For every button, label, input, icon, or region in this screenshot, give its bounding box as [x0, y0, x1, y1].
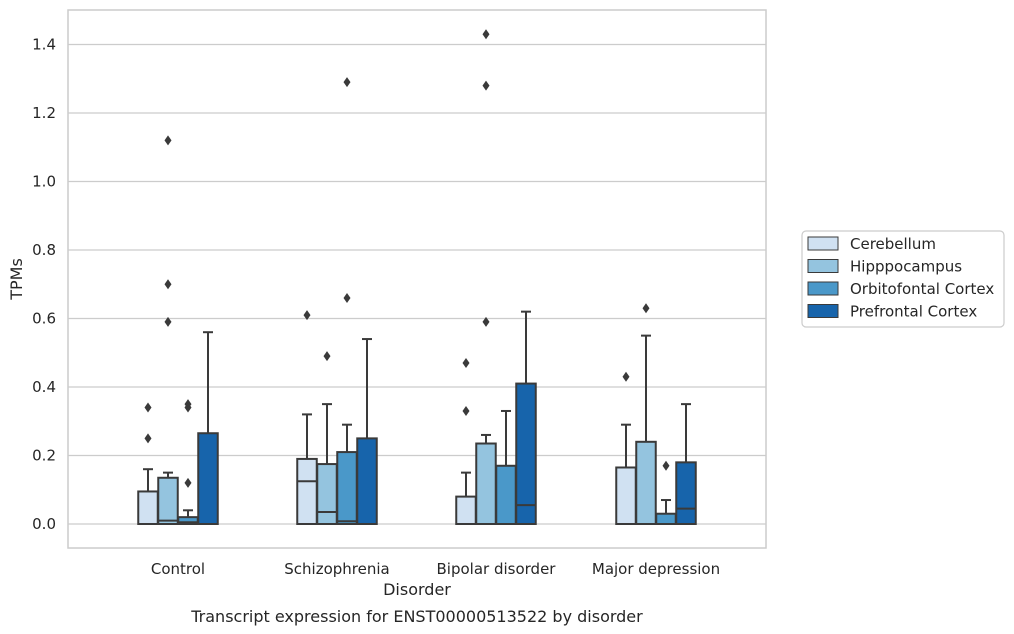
box: [495, 464, 517, 525]
outlier-point: [303, 310, 311, 321]
box: [157, 476, 179, 526]
legend-label: Hipppocampus: [850, 258, 962, 276]
outlier-point: [343, 292, 351, 303]
outlier-point: [144, 402, 152, 413]
box-major-depression-1: [635, 303, 657, 525]
box-bipolar-disorder-3: [515, 310, 537, 526]
box-major-depression-2: [655, 460, 677, 525]
box-control-2: [177, 399, 199, 526]
outlier-point: [164, 316, 172, 327]
box-bipolar-disorder-0: [455, 358, 477, 526]
legend-frame: [801, 230, 1005, 328]
plot-frame: [67, 9, 767, 549]
legend-label: Cerebellum: [850, 235, 936, 253]
box-schizophrenia-2: [336, 77, 358, 526]
outlier-point: [144, 433, 152, 444]
outlier-point: [462, 358, 470, 369]
y-tick-label: 0.4: [32, 378, 56, 396]
box-schizophrenia-3: [356, 338, 378, 525]
outlier-point: [662, 460, 670, 471]
legend-swatch: [807, 259, 839, 273]
box: [296, 457, 318, 525]
legend-label: Orbitofontal Cortex: [850, 280, 994, 298]
box-schizophrenia-1: [316, 351, 338, 525]
box-major-depression-3: [675, 403, 697, 526]
outlier-point: [164, 279, 172, 290]
legend-label: Prefrontal Cortex: [850, 303, 977, 321]
box: [635, 440, 657, 525]
box-bipolar-disorder-2: [495, 409, 517, 525]
legend-swatch: [807, 236, 839, 251]
box: [197, 432, 219, 525]
outlier-point: [343, 77, 351, 88]
box-schizophrenia-0: [296, 310, 318, 525]
x-axis-title: Disorder: [383, 580, 451, 599]
box: [336, 451, 358, 526]
box: [615, 466, 637, 525]
outlier-point: [482, 29, 490, 40]
y-tick-label: 1.0: [32, 173, 56, 191]
box-control-1: [157, 135, 179, 526]
x-tick-labels: Control Schizophrenia Bipolar disorder Majo…: [151, 560, 720, 578]
box: [655, 512, 677, 525]
box: [675, 461, 697, 526]
y-tick-label: 1.4: [32, 36, 56, 54]
y-tick-label: 0.6: [32, 310, 56, 328]
legend-swatch: [807, 304, 839, 318]
outlier-point: [164, 135, 172, 146]
outlier-point: [642, 303, 650, 314]
box-major-depression-0: [615, 371, 637, 525]
outlier-point: [482, 80, 490, 91]
box: [316, 463, 338, 525]
outlier-point: [184, 477, 192, 488]
y-axis-title: TPMs: [7, 258, 26, 301]
y-tick-labels: 0.0 0.2 0.4 0.6 0.8 1.0 1.2 1.4: [32, 36, 56, 534]
legend: Cerebellum Hipppocampus Orbitofontal Corte…: [801, 230, 1005, 328]
grid-lines: [68, 43, 766, 525]
box-control-0: [137, 402, 159, 525]
outlier-point: [323, 351, 331, 362]
outlier-point: [462, 405, 470, 416]
outlier-point: [482, 316, 490, 327]
y-tick-label: 0.0: [32, 515, 56, 533]
outlier-point: [184, 399, 192, 410]
box-control-3: [197, 331, 219, 525]
x-tick-label: Control: [151, 560, 205, 578]
box: [137, 490, 159, 525]
outlier-point: [622, 371, 630, 382]
box: [356, 437, 378, 525]
y-tick-label: 1.2: [32, 104, 56, 122]
y-tick-label: 0.8: [32, 241, 56, 259]
box: [515, 382, 537, 526]
chart-caption: Transcript expression for ENST0000051352…: [190, 607, 643, 626]
box-bipolar-disorder-1: [475, 29, 497, 526]
x-tick-label: Bipolar disorder: [437, 560, 557, 578]
x-tick-label: Schizophrenia: [284, 560, 389, 578]
box: [455, 495, 477, 526]
y-tick-label: 0.2: [32, 447, 56, 465]
boxes: [137, 29, 697, 526]
box: [475, 442, 497, 526]
x-tick-label: Major depression: [592, 560, 720, 578]
legend-swatch: [807, 281, 839, 296]
